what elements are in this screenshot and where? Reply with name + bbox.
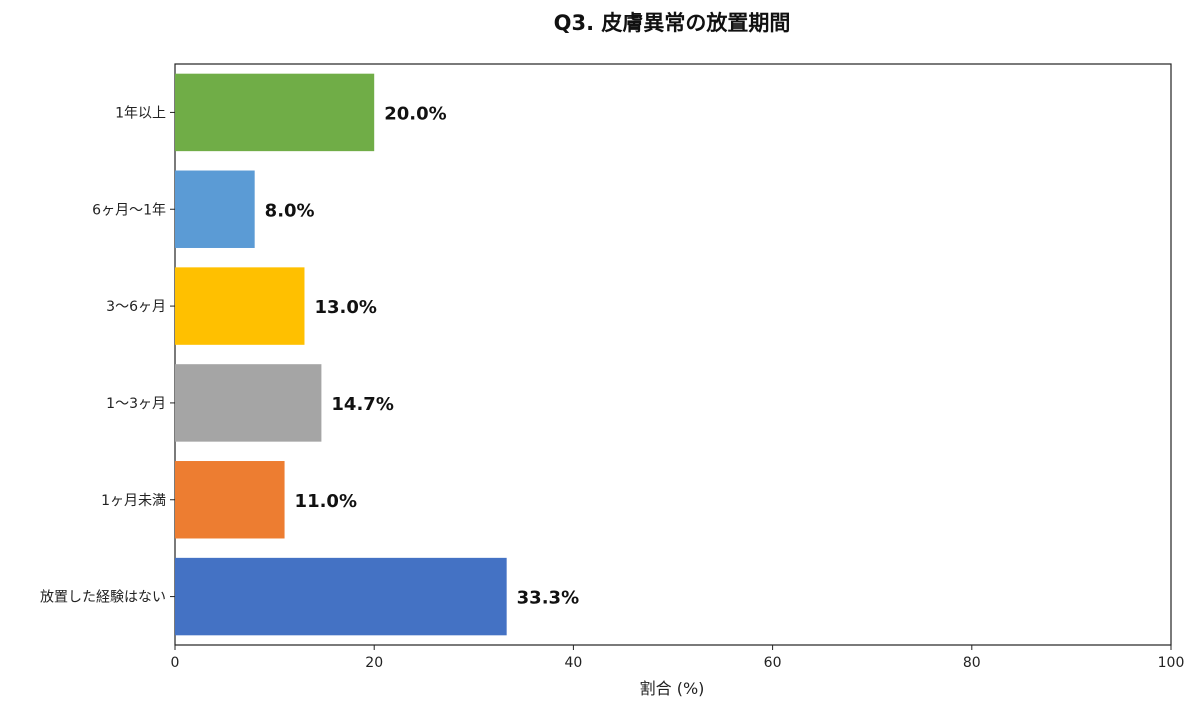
chart-title: Q3. 皮膚異常の放置期間 <box>554 11 791 35</box>
category-label-4: 1ヶ月未満 <box>101 493 166 509</box>
category-label-3: 1〜3ヶ月 <box>106 396 166 412</box>
data-label-1: 8.0% <box>265 200 315 221</box>
data-label-5: 33.3% <box>517 588 579 609</box>
x-axis-ticks: 0 20 40 60 80 100 <box>171 645 1185 671</box>
bar-1 <box>175 170 255 248</box>
x-tick-label-0: 0 <box>171 655 180 671</box>
x-tick-label-5: 100 <box>1158 655 1185 671</box>
x-axis-label: 割合 (%) <box>640 679 705 698</box>
x-tick-label-2: 40 <box>564 655 582 671</box>
x-tick-label-4: 80 <box>963 655 981 671</box>
bars-layer <box>175 73 507 636</box>
bar-2 <box>175 267 305 345</box>
bar-5 <box>175 557 507 636</box>
category-label-2: 3〜6ヶ月 <box>106 299 166 315</box>
data-labels: 20.0% 8.0% 13.0% 14.7% 11.0% 33.3% <box>265 103 579 608</box>
bar-4 <box>175 461 285 539</box>
bar-0 <box>175 73 375 152</box>
plot-area <box>174 63 1172 646</box>
category-label-0: 1年以上 <box>115 105 166 121</box>
data-label-3: 14.7% <box>331 394 393 415</box>
bar-3 <box>175 364 322 442</box>
x-tick-label-1: 20 <box>365 655 383 671</box>
data-label-4: 11.0% <box>295 491 357 512</box>
data-label-0: 20.0% <box>384 103 446 124</box>
category-label-5: 放置した経験はない <box>40 590 166 606</box>
data-label-2: 13.0% <box>314 297 376 318</box>
x-tick-label-3: 60 <box>764 655 782 671</box>
category-label-1: 6ヶ月〜1年 <box>92 202 166 218</box>
